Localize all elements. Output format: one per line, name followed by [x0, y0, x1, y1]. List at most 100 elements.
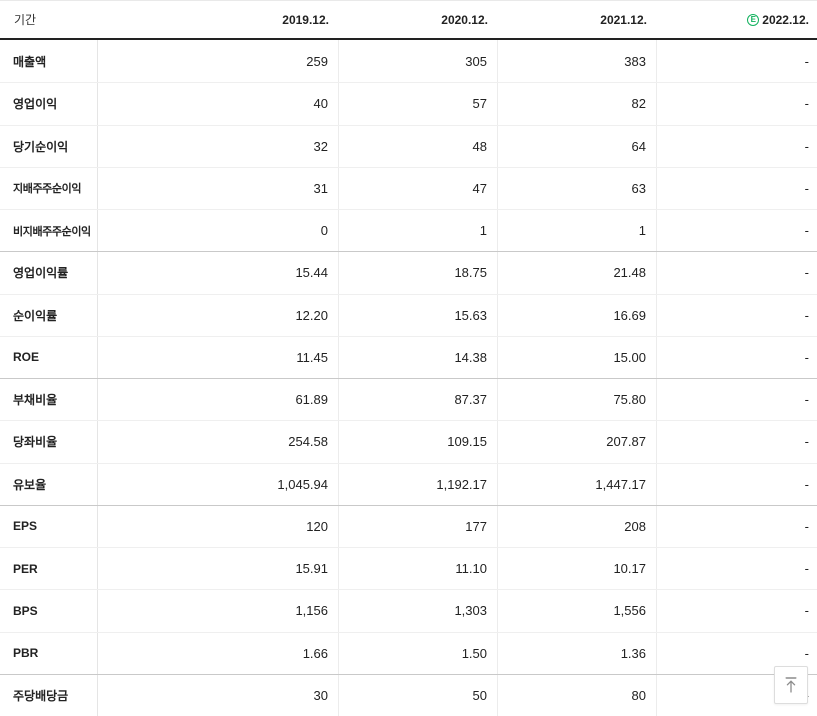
column-header-label: 2021.12. [600, 12, 647, 27]
column-header-2020-12: 2020.12. [339, 13, 498, 27]
cell-2019-12: 0 [98, 210, 339, 252]
cell-2020-12: 1,303 [339, 590, 498, 632]
cell-2022-12: - [804, 645, 809, 661]
cell-2021-12: 16.69 [498, 294, 657, 336]
row-label: 당좌비율 [0, 421, 98, 463]
row-label: 주당배당금 [0, 674, 98, 716]
cell-2019-12: 61.89 [98, 379, 339, 421]
table-row: 순이익률 12.20 15.63 16.69 - [0, 293, 817, 336]
table-row: PBR 1.66 1.50 1.36 - [0, 631, 817, 674]
table-row: 당좌비율 254.58 109.15 207.87 - [0, 420, 817, 463]
scroll-to-top-button[interactable] [774, 666, 808, 704]
row-label: 순이익률 [0, 294, 98, 336]
row-label: 부채비율 [0, 379, 98, 421]
row-label: 영업이익률 [0, 252, 98, 294]
table-row: 주당배당금 30 50 80 - [0, 673, 817, 716]
cell-2022-12: - [804, 434, 809, 450]
table-row: PER 15.91 11.10 10.17 - [0, 547, 817, 590]
row-label: PBR [0, 632, 98, 674]
row-label: EPS [0, 505, 98, 547]
cell-2020-12: 48 [339, 125, 498, 167]
table-row: 비지배주주순이익 0 1 1 - [0, 209, 817, 252]
cell-2021-12: 383 [498, 40, 657, 83]
row-label: 지배주주순이익 [0, 167, 98, 209]
cell-2022-12: - [804, 392, 809, 408]
cell-2020-12: 109.15 [339, 421, 498, 463]
table-row: 영업이익률 15.44 18.75 21.48 - [0, 251, 817, 294]
cell-2022-12: - [804, 307, 809, 323]
cell-2019-12: 40 [98, 83, 339, 125]
column-header-label: 2019.12. [282, 12, 329, 27]
table-row: 유보율 1,045.94 1,192.17 1,447.17 - [0, 462, 817, 505]
cell-2022-12: - [804, 138, 809, 154]
table-row: BPS 1,156 1,303 1,556 - [0, 589, 817, 632]
up-arrow-to-bar-icon [785, 677, 797, 693]
cell-2020-12: 57 [339, 83, 498, 125]
cell-2022-12: - [804, 265, 809, 281]
cell-2019-12: 1.66 [98, 632, 339, 674]
cell-2020-12: 1.50 [339, 632, 498, 674]
cell-2019-12: 31 [98, 167, 339, 209]
cell-2019-12: 15.91 [98, 548, 339, 590]
cell-2021-12: 63 [498, 167, 657, 209]
row-label: ROE [0, 336, 98, 378]
table-row: 당기순이익 32 48 64 - [0, 124, 817, 167]
cell-2021-12: 82 [498, 83, 657, 125]
cell-2022-12: - [804, 349, 809, 365]
cell-2019-12: 30 [98, 674, 339, 716]
cell-2021-12: 207.87 [498, 421, 657, 463]
cell-2020-12: 18.75 [339, 252, 498, 294]
cell-2021-12: 80 [498, 674, 657, 716]
cell-2019-12: 11.45 [98, 336, 339, 378]
table-row: 영업이익 40 57 82 - [0, 82, 817, 125]
column-header-2019-12: 2019.12. [98, 13, 339, 27]
cell-2019-12: 254.58 [98, 421, 339, 463]
cell-2020-12: 15.63 [339, 294, 498, 336]
cell-2022-12: - [804, 603, 809, 619]
cell-2019-12: 32 [98, 125, 339, 167]
cell-2021-12: 1 [498, 210, 657, 252]
table-row: 부채비율 61.89 87.37 75.80 - [0, 378, 817, 421]
table-row: 매출액 259 305 383 - [0, 40, 817, 83]
cell-2021-12: 1.36 [498, 632, 657, 674]
cell-2021-12: 1,447.17 [498, 463, 657, 505]
cell-2020-12: 1,192.17 [339, 463, 498, 505]
cell-2022-12: - [804, 180, 809, 196]
cell-2021-12: 64 [498, 125, 657, 167]
row-label: 당기순이익 [0, 125, 98, 167]
cell-2021-12: 1,556 [498, 590, 657, 632]
cell-2022-12: - [804, 518, 809, 534]
row-label: BPS [0, 590, 98, 632]
cell-2019-12: 120 [98, 505, 339, 547]
table-body: 매출액 259 305 383 - 영업이익 40 57 82 - 당기순이익 … [0, 40, 817, 716]
estimate-icon: E [747, 13, 760, 26]
cell-2020-12: 1 [339, 210, 498, 252]
column-header-2021-12: 2021.12. [498, 13, 657, 27]
cell-2021-12: 10.17 [498, 548, 657, 590]
cell-2021-12: 15.00 [498, 336, 657, 378]
table-header: 기간 2019.12. 2020.12. 2021.12. E 2022.12. [0, 0, 817, 40]
period-column-header: 기간 [14, 13, 37, 27]
cell-2022-12: - [804, 53, 809, 69]
cell-2021-12: 208 [498, 505, 657, 547]
cell-2019-12: 1,156 [98, 590, 339, 632]
column-header-label: 2022.12. [762, 12, 809, 27]
cell-2021-12: 21.48 [498, 252, 657, 294]
cell-2022-12: - [804, 561, 809, 577]
cell-2020-12: 305 [339, 40, 498, 83]
cell-2020-12: 50 [339, 674, 498, 716]
table-row: ROE 11.45 14.38 15.00 - [0, 335, 817, 378]
row-label: PER [0, 548, 98, 590]
cell-2020-12: 87.37 [339, 379, 498, 421]
column-header-label: 2020.12. [441, 12, 488, 27]
cell-2019-12: 259 [98, 40, 339, 83]
cell-2019-12: 1,045.94 [98, 463, 339, 505]
row-label: 유보율 [0, 463, 98, 505]
cell-2020-12: 14.38 [339, 336, 498, 378]
cell-2022-12: - [804, 476, 809, 492]
cell-2020-12: 11.10 [339, 548, 498, 590]
cell-2019-12: 12.20 [98, 294, 339, 336]
row-label: 비지배주주순이익 [0, 210, 98, 252]
cell-2021-12: 75.80 [498, 379, 657, 421]
